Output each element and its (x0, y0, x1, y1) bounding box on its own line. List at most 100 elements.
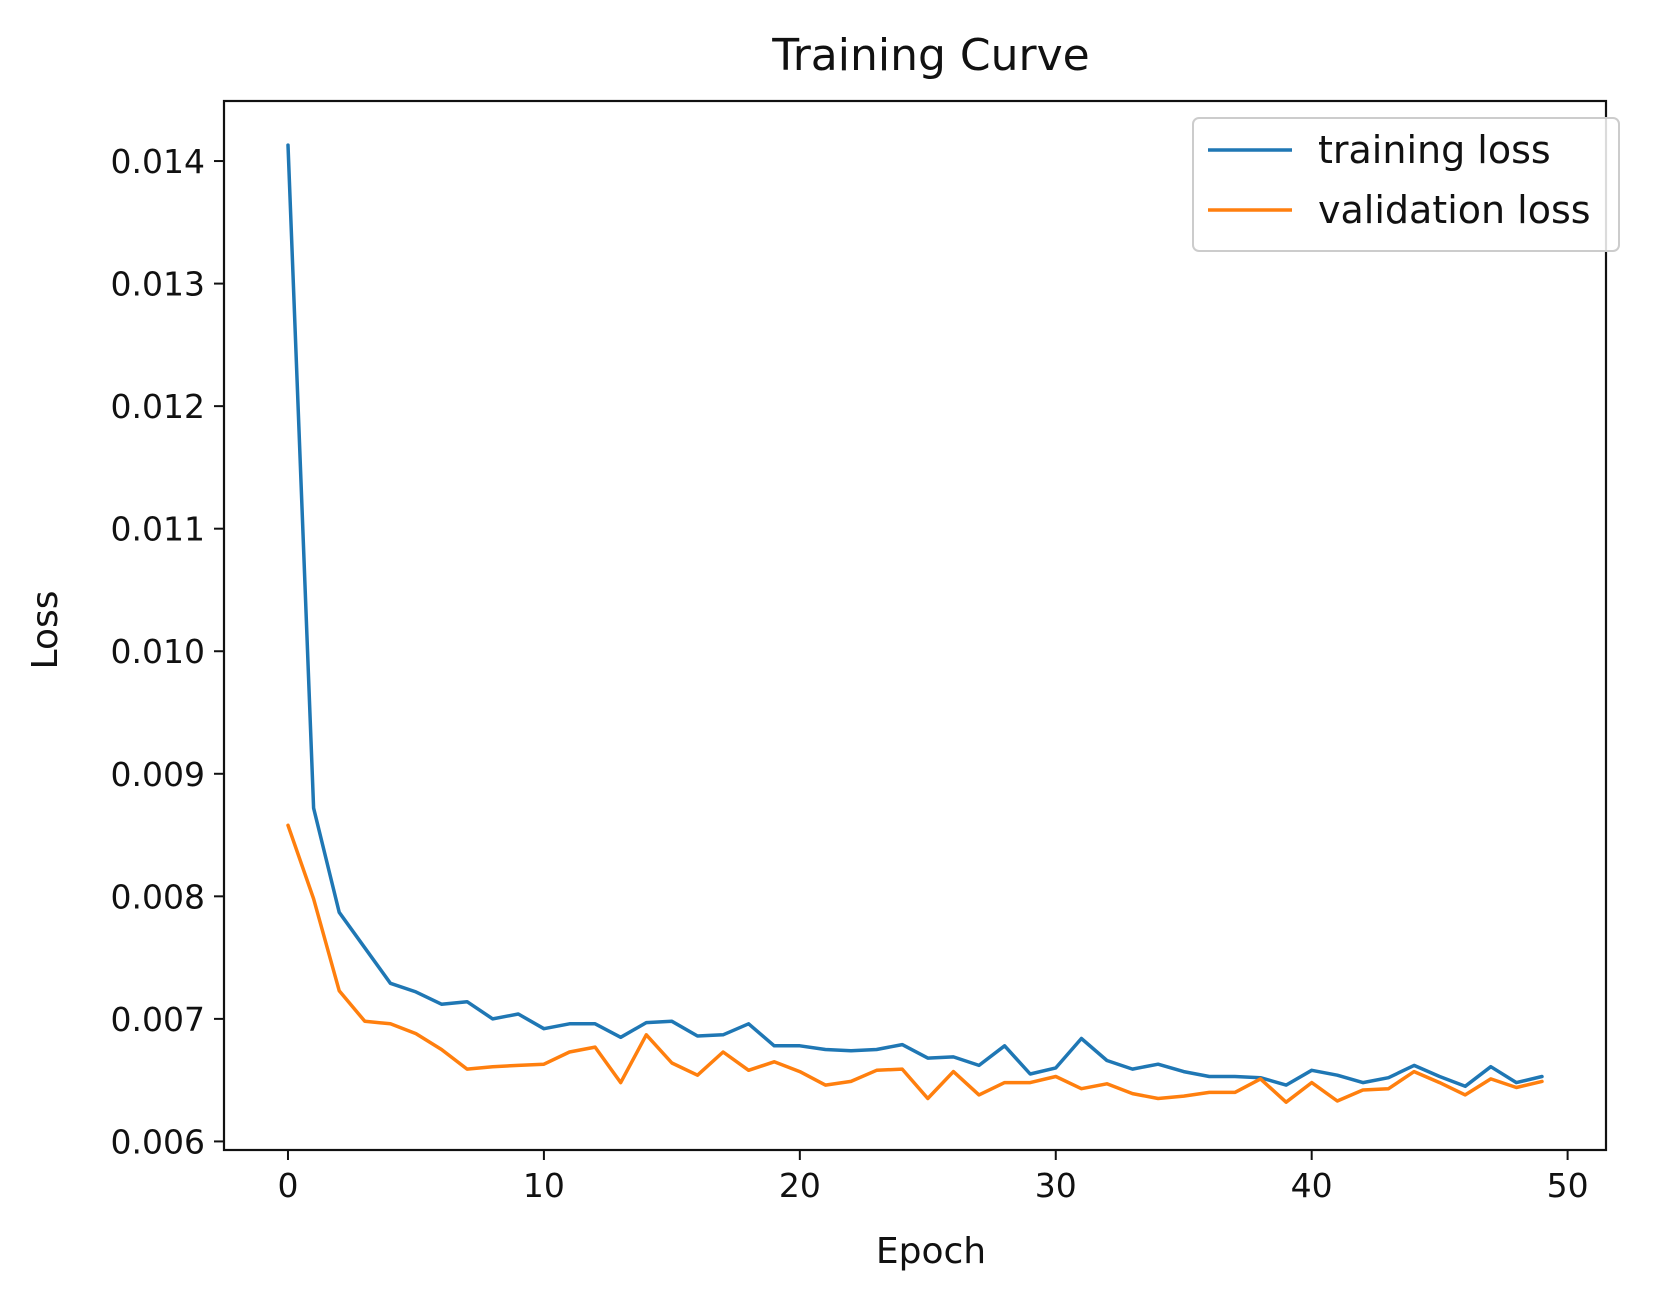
y-tick-label: 0.011 (111, 510, 205, 549)
legend-label-training-loss: training loss (1318, 128, 1551, 172)
data-point-training-loss (774, 1045, 775, 1046)
data-point-training-loss (1414, 1065, 1415, 1066)
data-point-validation-loss (620, 1082, 621, 1083)
data-point-validation-loss (441, 1049, 442, 1050)
data-point-training-loss (646, 1022, 647, 1023)
data-point-training-loss (415, 991, 416, 992)
data-point-training-loss (671, 1021, 672, 1022)
series-line-validation-loss (286, 823, 1544, 1104)
data-point-validation-loss (979, 1094, 980, 1095)
data-point-validation-loss (1414, 1071, 1415, 1072)
data-point-training-loss (748, 1023, 749, 1024)
data-point-validation-loss (876, 1070, 877, 1071)
data-point-training-loss (1209, 1076, 1210, 1077)
data-point-training-loss (390, 983, 391, 984)
data-point-training-loss (1158, 1064, 1159, 1065)
data-point-validation-loss (339, 990, 340, 991)
data-point-validation-loss (492, 1066, 493, 1067)
x-tick-label: 0 (277, 1166, 298, 1205)
x-tick-label: 50 (1547, 1166, 1589, 1205)
data-point-validation-loss (1004, 1082, 1005, 1083)
data-point-validation-loss (313, 898, 314, 899)
data-point-training-loss (467, 1001, 468, 1002)
x-axis: 0 10 20 30 40 50 (277, 1150, 1589, 1205)
chart-title: Training Curve (771, 30, 1089, 81)
data-point-training-loss (569, 1023, 570, 1024)
data-point-training-loss (1362, 1082, 1363, 1083)
data-point-training-loss (927, 1058, 928, 1059)
plot-area-frame (222, 99, 1608, 1152)
data-point-validation-loss (1234, 1092, 1235, 1093)
data-point-validation-loss (671, 1063, 672, 1064)
y-tick-label: 0.013 (111, 265, 205, 304)
data-point-training-loss (902, 1044, 903, 1045)
data-point-training-loss (1465, 1086, 1466, 1087)
y-tick-label: 0.014 (111, 142, 205, 181)
data-point-validation-loss (1542, 1081, 1543, 1082)
data-point-training-loss (1516, 1082, 1517, 1083)
y-tick-label: 0.008 (111, 877, 205, 916)
data-point-validation-loss (851, 1081, 852, 1082)
y-tick-label: 0.007 (111, 1000, 205, 1039)
data-point-training-loss (518, 1014, 519, 1015)
data-point-validation-loss (646, 1034, 647, 1035)
data-point-training-loss (953, 1056, 954, 1057)
data-point-training-loss (313, 808, 314, 809)
data-point-validation-loss (1286, 1102, 1287, 1103)
data-point-training-loss (1183, 1071, 1184, 1072)
series-line-training-loss (286, 143, 1544, 1089)
data-point-training-loss (799, 1045, 800, 1046)
data-point-validation-loss (390, 1023, 391, 1024)
y-tick-label: 0.012 (111, 387, 205, 426)
data-point-training-loss (441, 1004, 442, 1005)
data-point-training-loss (492, 1018, 493, 1019)
data-point-validation-loss (1106, 1083, 1107, 1084)
y-axis-label: Loss (25, 591, 66, 670)
data-point-training-loss (851, 1050, 852, 1051)
x-axis-label: Epoch (876, 1231, 986, 1272)
data-point-validation-loss (1465, 1094, 1466, 1095)
data-point-validation-loss (467, 1069, 468, 1070)
data-point-validation-loss (1132, 1093, 1133, 1094)
y-tick-label: 0.010 (111, 632, 205, 671)
data-point-validation-loss (1516, 1087, 1517, 1088)
data-point-validation-loss (1260, 1078, 1261, 1079)
data-point-training-loss (1311, 1070, 1312, 1071)
data-point-training-loss (1337, 1075, 1338, 1076)
y-axis: 0.006 0.007 0.008 0.009 0.010 0.011 0.012 0.013… (111, 142, 224, 1161)
y-tick-label: 0.009 (111, 755, 205, 794)
data-point-training-loss (1004, 1045, 1005, 1046)
data-point-validation-loss (1158, 1098, 1159, 1099)
data-point-validation-loss (1311, 1082, 1312, 1083)
x-tick-label: 30 (1035, 1166, 1077, 1205)
data-point-validation-loss (595, 1047, 596, 1048)
legend: training loss validation loss (1192, 117, 1620, 252)
data-point-training-loss (543, 1028, 544, 1029)
legend-label-validation-loss: validation loss (1318, 188, 1591, 232)
data-point-validation-loss (697, 1075, 698, 1076)
data-point-training-loss (1490, 1066, 1491, 1067)
y-tick-label: 0.006 (111, 1122, 205, 1161)
data-point-validation-loss (1081, 1088, 1082, 1089)
data-point-validation-loss (288, 825, 289, 826)
data-point-training-loss (1030, 1074, 1031, 1075)
data-point-validation-loss (927, 1098, 928, 1099)
data-point-validation-loss (723, 1052, 724, 1053)
data-point-validation-loss (1439, 1082, 1440, 1083)
data-point-validation-loss (902, 1069, 903, 1070)
data-point-validation-loss (364, 1021, 365, 1022)
data-point-training-loss (595, 1023, 596, 1024)
data-point-validation-loss (748, 1070, 749, 1071)
x-tick-label: 10 (523, 1166, 565, 1205)
data-point-validation-loss (774, 1061, 775, 1062)
data-point-training-loss (1106, 1060, 1107, 1061)
data-point-validation-loss (1030, 1082, 1031, 1083)
series-layer (286, 143, 1544, 1104)
data-point-validation-loss (569, 1052, 570, 1053)
data-point-training-loss (1234, 1076, 1235, 1077)
data-point-training-loss (1055, 1067, 1056, 1068)
data-point-validation-loss (953, 1071, 954, 1072)
data-point-training-loss (825, 1049, 826, 1050)
data-point-validation-loss (543, 1064, 544, 1065)
data-point-validation-loss (1055, 1076, 1056, 1077)
